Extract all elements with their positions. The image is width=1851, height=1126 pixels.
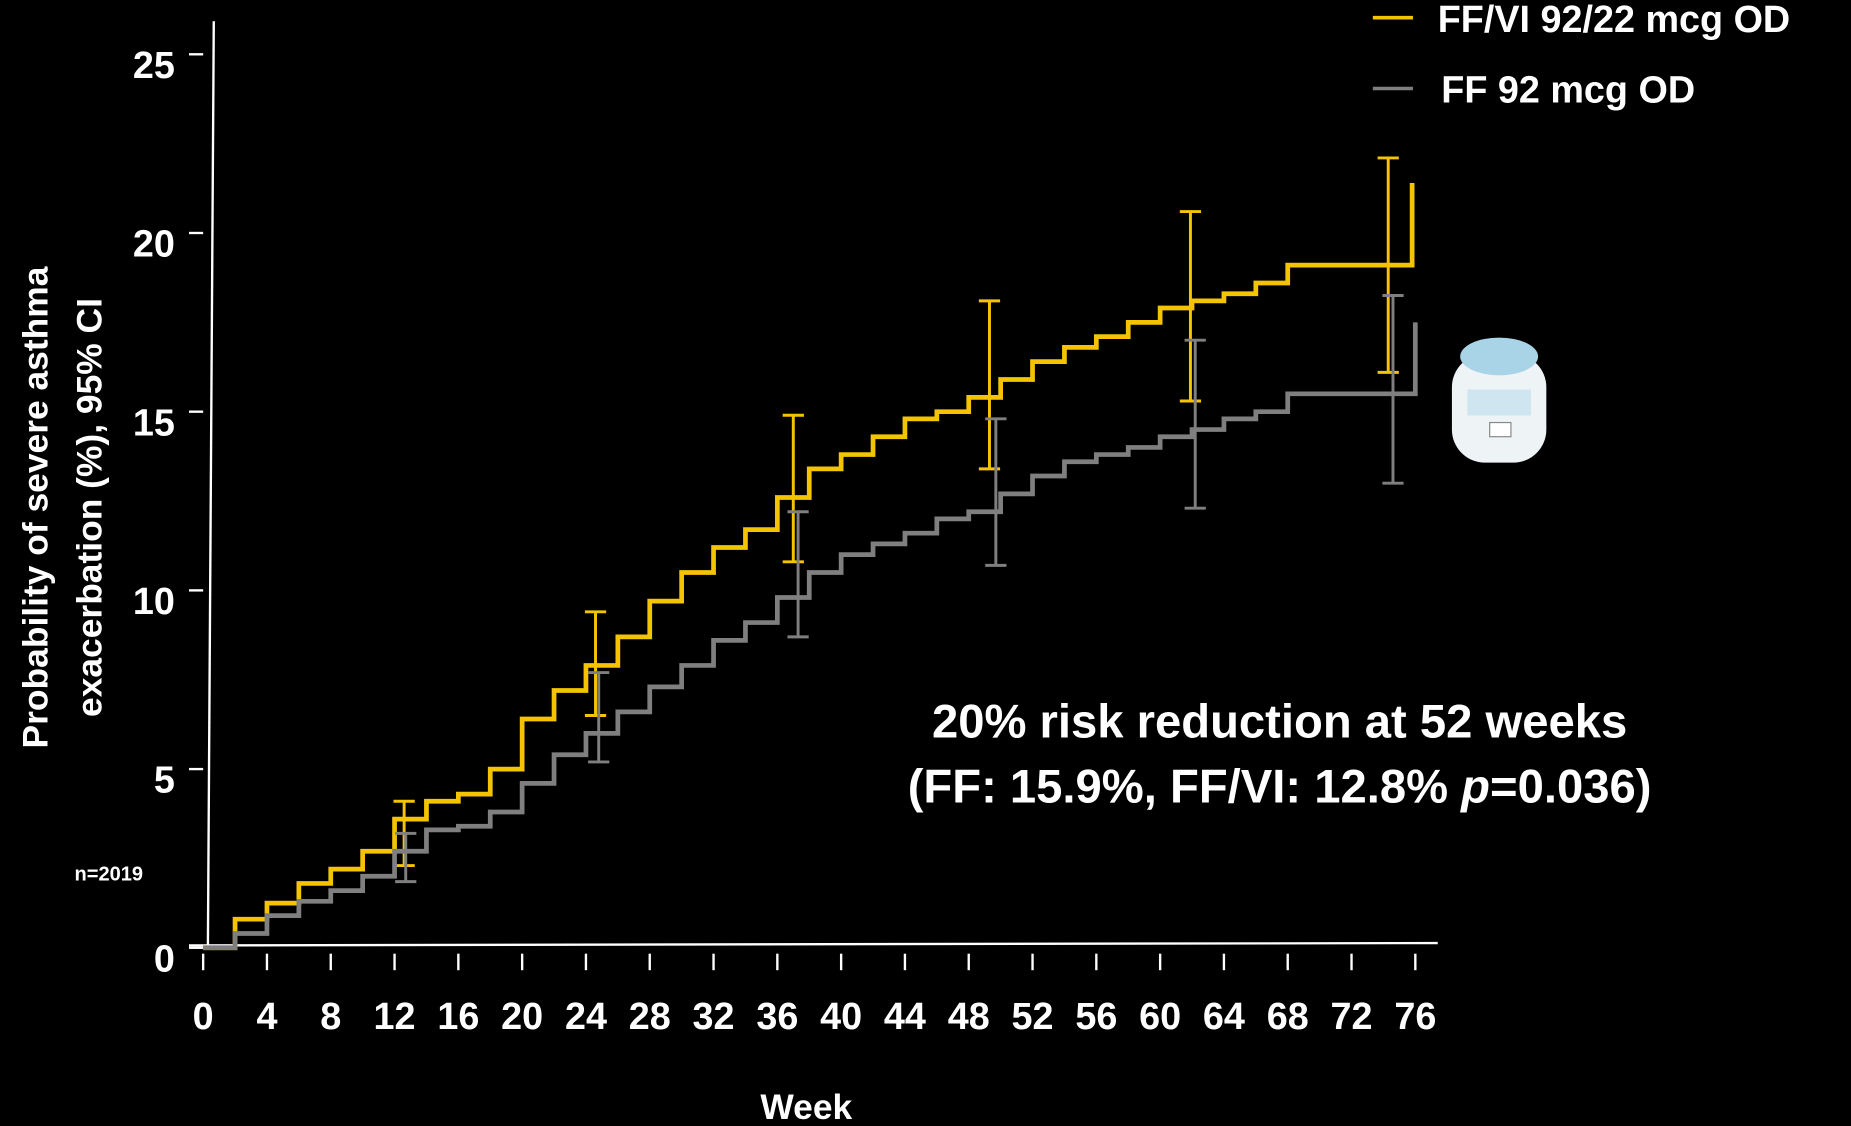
annotation: 20% risk reduction at 52 weeks xyxy=(932,696,1627,749)
y-tick-label: 15 xyxy=(133,402,175,444)
x-tick-label: 44 xyxy=(884,996,926,1038)
y-axis-label-line: exacerbation (%), 95% CI xyxy=(70,298,110,717)
y-tick-label: 10 xyxy=(133,581,175,623)
inhaler-cap xyxy=(1460,337,1539,376)
step-line xyxy=(203,322,1418,951)
x-tick-label: 8 xyxy=(320,996,341,1038)
y-axis-label: Probability of severe asthma exacerbatio… xyxy=(15,266,109,748)
x-tick-label: 24 xyxy=(565,996,607,1038)
x-tick-label: 4 xyxy=(256,996,277,1038)
x-tick-label: 0 xyxy=(193,996,214,1038)
x-tick-label: 56 xyxy=(1075,996,1117,1038)
error-bar xyxy=(1184,338,1206,510)
inhaler-icon xyxy=(1451,337,1547,463)
error-bar xyxy=(1377,156,1399,374)
x-tick-label: 64 xyxy=(1203,996,1245,1038)
error-bar xyxy=(787,510,809,639)
y-tick-label: 25 xyxy=(133,45,175,87)
error-bar xyxy=(395,831,417,884)
x-axis-label: Week xyxy=(760,1087,852,1126)
y-axis-label-line: Probability of severe asthma xyxy=(15,266,55,748)
inhaler-counter xyxy=(1489,421,1512,438)
x-tick-label: 32 xyxy=(693,996,735,1038)
x-tick-label: 52 xyxy=(1012,996,1054,1038)
x-tick-label: 20 xyxy=(501,996,543,1038)
error-bar xyxy=(782,413,804,564)
y-tick-label: 0 xyxy=(154,938,175,980)
annotation-part: (FF: 15.9%, FF/VI: 12.8% xyxy=(908,761,1461,814)
x-tick-label: 72 xyxy=(1331,996,1373,1038)
x-tick-label: 16 xyxy=(437,996,479,1038)
annotation: (FF: 15.9%, FF/VI: 12.8% p=0.036) xyxy=(908,761,1652,814)
error-bar xyxy=(1179,210,1202,403)
error-bar xyxy=(588,671,610,764)
x-tick-label: 28 xyxy=(629,996,671,1038)
x-axis-line xyxy=(188,941,1438,947)
x-tick-label: 12 xyxy=(374,996,416,1038)
y-tick-label: 20 xyxy=(133,224,175,266)
legend-label: FF/VI 92/22 mcg OD xyxy=(1438,0,1790,41)
x-tick-label: 68 xyxy=(1267,996,1309,1038)
step-line xyxy=(203,182,1415,951)
x-tick-label: 48 xyxy=(948,996,990,1038)
sample-size: n=2019 xyxy=(75,863,144,885)
error-bar xyxy=(985,417,1007,567)
error-bar xyxy=(584,610,607,717)
x-tick-label: 40 xyxy=(820,996,862,1038)
x-tick-label: 76 xyxy=(1394,996,1436,1038)
y-axis-line xyxy=(206,21,215,948)
y-tick-label: 5 xyxy=(154,760,175,802)
annotation-part: =0.036) xyxy=(1490,761,1651,814)
inhaler-label xyxy=(1467,389,1531,416)
x-tick-label: 36 xyxy=(756,996,798,1038)
x-tick-label: 60 xyxy=(1139,996,1181,1038)
error-bar xyxy=(1382,294,1404,485)
annotation-part: p xyxy=(1459,761,1490,814)
legend-label: FF 92 mcg OD xyxy=(1441,70,1695,112)
